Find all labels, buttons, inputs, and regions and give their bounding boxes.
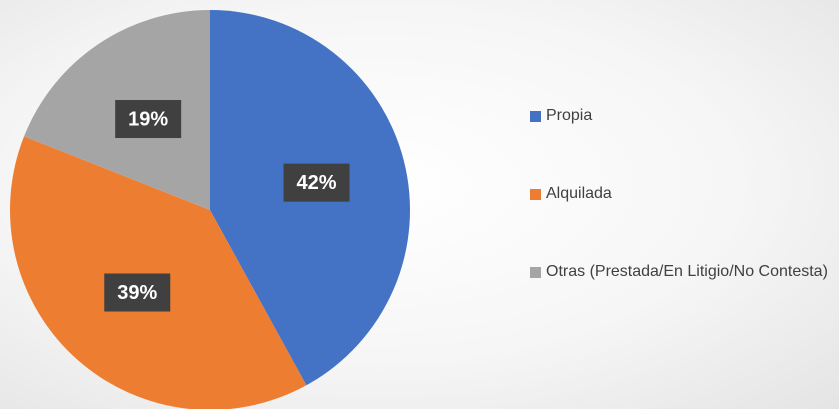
legend-label: Otras (Prestada/En Litigio/No Contesta) [546, 263, 828, 280]
data-label-box [115, 100, 182, 139]
legend-label: Alquilada [546, 185, 612, 202]
data-label: 42% [297, 172, 337, 194]
legend-item: Otras (Prestada/En Litigio/No Contesta) [530, 261, 830, 339]
legend: Propia Alquilada Otras (Prestada/En Litigi… [530, 105, 830, 339]
data-label-box [283, 163, 350, 202]
data-label: 39% [117, 282, 157, 304]
legend-item: Propia [530, 105, 830, 183]
legend-label: Propia [546, 107, 593, 124]
pie-slice [10, 136, 307, 409]
legend-swatch [530, 111, 541, 122]
legend-swatch [530, 267, 541, 278]
legend-swatch [530, 189, 541, 200]
data-label: 19% [128, 108, 168, 130]
data-label-box [104, 273, 171, 312]
legend-item: Alquilada [530, 183, 830, 261]
